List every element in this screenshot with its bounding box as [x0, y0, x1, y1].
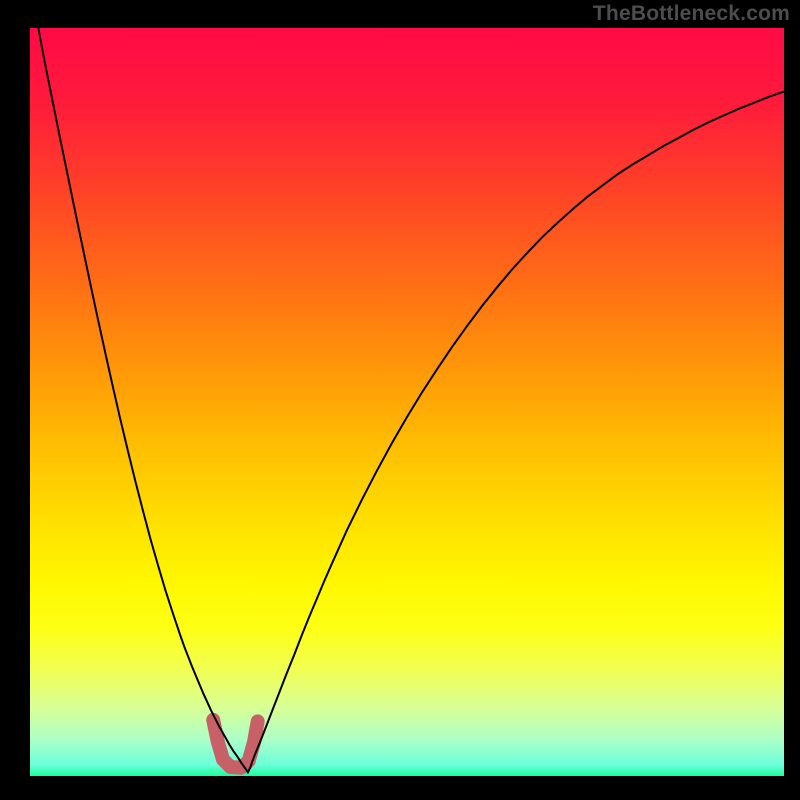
plot-svg [30, 28, 784, 776]
watermark-text: TheBottleneck.com [593, 2, 790, 26]
chart-frame: TheBottleneck.com [0, 0, 800, 800]
gradient-background [30, 28, 784, 776]
plot-area [30, 28, 784, 776]
